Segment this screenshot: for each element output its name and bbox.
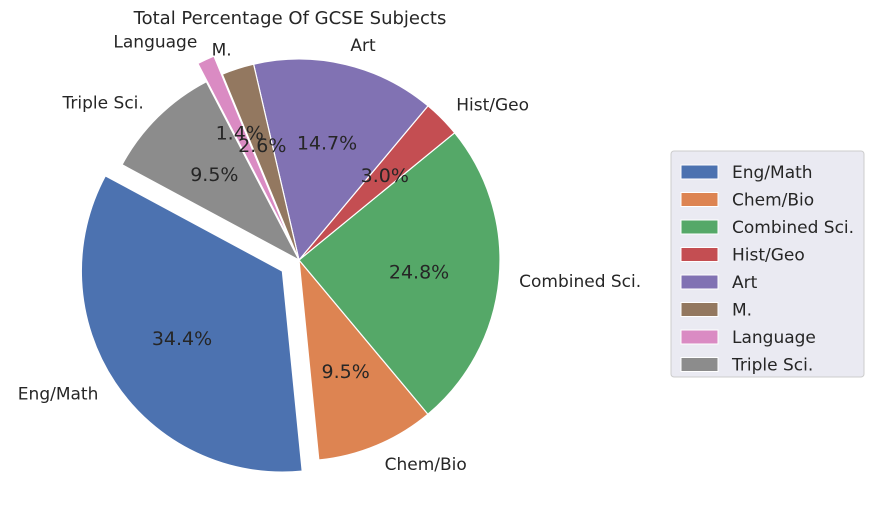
legend-label-hist-geo: Hist/Geo: [732, 246, 805, 266]
slice-language: [197, 55, 292, 243]
legend-swatch-hist-geo: [680, 247, 719, 262]
slice-combined-sci: [298, 131, 501, 416]
slice-label-language: Language: [113, 32, 197, 52]
percentage-label-language: 1.4%: [216, 123, 264, 145]
percentage-label-eng-math: 34.4%: [152, 328, 212, 350]
legend-label-art: Art: [732, 273, 758, 293]
slice-label-combined-sci: Combined Sci.: [519, 272, 641, 292]
slice-label-eng-math: Eng/Math: [18, 385, 99, 405]
slice-label-hist-geo: Hist/Geo: [456, 96, 529, 116]
percentage-label-chem-bio: 9.5%: [322, 361, 370, 383]
slice-label-m: M.: [212, 40, 232, 60]
legend-swatch-art: [680, 274, 719, 290]
legend-swatch-eng-math: [680, 164, 719, 180]
percentage-label-hist-geo: 3.0%: [361, 165, 409, 187]
pie-slices: [80, 55, 501, 473]
legend-label-chem-bio: Chem/Bio: [732, 191, 814, 211]
legend-label-eng-math: Eng/Math: [732, 163, 813, 183]
percentage-label-triple-sci: 9.5%: [190, 164, 238, 186]
slice-labels: Eng/Math Chem/Bio Combined Sci. Hist/Geo Art…: [18, 32, 641, 474]
slice-label-triple-sci: Triple Sci.: [62, 94, 144, 114]
slice-triple-sci: [121, 80, 301, 262]
legend-label-combined-sci: Combined Sci.: [732, 218, 854, 238]
legend-swatch-m: [680, 302, 719, 317]
percentage-labels: 34.4% 9.5% 24.8% 3.0%14.7% 2.6%1.4% 9.5%: [152, 123, 449, 384]
percentage-label-combined-sci: 24.8%: [389, 261, 449, 283]
slice-label-chem-bio: Chem/Bio: [385, 455, 467, 475]
legend-swatch-chem-bio: [680, 192, 719, 207]
percentage-label-art: 14.7%: [297, 133, 357, 155]
chart-title: Total Percentage Of GCSE Subjects: [133, 8, 447, 29]
percentage-label-m: 2.6%: [238, 135, 286, 157]
legend-label-m: M.: [732, 301, 752, 321]
legend-swatch-triple-sci: [680, 357, 719, 372]
slice-chem-bio: [298, 258, 429, 461]
legend-swatch-language: [680, 329, 719, 345]
chart-legend: Eng/Math Chem/Bio Combined Sci. Hist/Geo Art…: [670, 150, 865, 378]
legend-frame: [670, 150, 865, 378]
legend-swatch-combined-sci: [680, 219, 719, 235]
slice-label-art: Art: [350, 36, 376, 56]
legend-label-language: Language: [732, 328, 816, 348]
slice-eng-math: [80, 174, 303, 473]
slice-art: [252, 58, 429, 262]
slice-m: [221, 63, 300, 261]
legend-label-triple-sci: Triple Sci.: [731, 356, 813, 376]
